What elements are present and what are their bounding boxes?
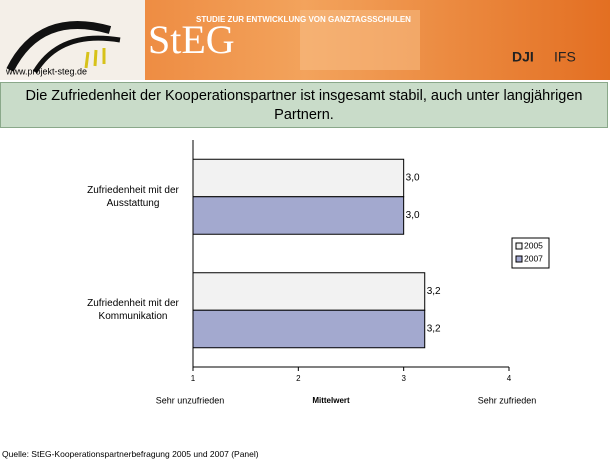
bar bbox=[192, 309, 426, 349]
value-label: 3,0 bbox=[406, 210, 420, 221]
legend-swatch bbox=[515, 242, 523, 250]
logo-subtitle: STUDIE ZUR ENTWICKLUNG VON GANZTAGSSCHUL… bbox=[196, 15, 411, 24]
legend-swatch bbox=[515, 255, 523, 263]
x-tick-label: 3 bbox=[401, 374, 406, 383]
x-axis-label: Mittelwert bbox=[312, 396, 350, 405]
header-patch bbox=[300, 10, 420, 70]
logo-arc bbox=[6, 21, 112, 72]
partner-logo: DJI bbox=[512, 49, 534, 65]
x-tick-label: 4 bbox=[507, 374, 512, 383]
value-label: 3,0 bbox=[406, 173, 420, 184]
bar bbox=[192, 196, 405, 235]
logo-text: StEG bbox=[148, 17, 235, 62]
chart: 3,0 3,0 3,2 3,2 1 2 3 4 Mittelwert Sehr unzufried… bbox=[156, 140, 550, 405]
legend-label: 2005 bbox=[524, 240, 543, 250]
source: Quelle: StEG-Kooperationspartnerbefragun… bbox=[2, 449, 259, 459]
bar bbox=[192, 158, 405, 198]
url: www.projekt-steg.de bbox=[5, 66, 87, 76]
bar bbox=[192, 272, 426, 311]
value-label: 3,2 bbox=[427, 286, 441, 297]
value-label: 3,2 bbox=[427, 324, 441, 335]
logo-lines bbox=[84, 48, 106, 69]
x-tick-label: 1 bbox=[191, 374, 196, 383]
header: www.projekt-steg.de StEG STUDIE ZUR ENTW… bbox=[0, 0, 610, 80]
legend-label: 2007 bbox=[524, 253, 543, 263]
chart-title: Die Zufriedenheit der Kooperationspartne… bbox=[0, 82, 608, 128]
x-tick-label: 2 bbox=[296, 374, 301, 383]
partner-logo: IFS bbox=[554, 49, 576, 65]
logo-arc bbox=[32, 35, 121, 74]
annotation: Sehr zufrieden bbox=[478, 395, 537, 405]
annotation: Sehr unzufrieden bbox=[156, 395, 225, 405]
y-tick-label: Zufriedenheit mit der Kommunikation bbox=[87, 298, 179, 323]
y-tick-label: Zufriedenheit mit der Ausstattung bbox=[87, 184, 179, 209]
